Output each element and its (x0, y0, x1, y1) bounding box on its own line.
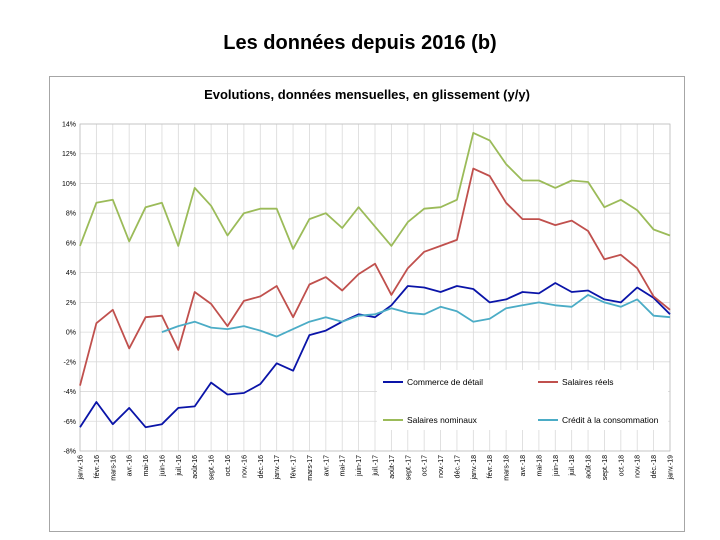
y-tick-label: 2% (66, 300, 76, 307)
x-tick-label: déc.-17 (454, 455, 461, 478)
x-tick-label: juil.-18 (569, 455, 576, 477)
x-tick-label: mars-16 (110, 455, 117, 481)
series-line-salaires-reels (79, 167, 671, 386)
chart-title: Evolutions, données mensuelles, en gliss… (204, 87, 530, 102)
x-tick-label: févr.-17 (291, 455, 298, 478)
x-tick-label: août-18 (586, 455, 593, 479)
x-tick-label: mars-18 (504, 455, 511, 481)
x-tick-label: oct.-16 (225, 455, 232, 477)
y-tick-label: 0% (66, 330, 76, 337)
x-tick-label: nov.-18 (635, 455, 642, 478)
y-tick-label: 6% (66, 240, 76, 247)
x-tick-label: mai-18 (536, 455, 543, 477)
legend-label: Commerce de détail (407, 377, 483, 387)
x-tick-label: janv.-18 (471, 455, 478, 480)
slide-title: Les données depuis 2016 (b) (223, 32, 497, 54)
x-tick-label: mai-16 (143, 455, 150, 477)
y-tick-label: -4% (64, 389, 76, 396)
x-tick-label: janv.-16 (78, 455, 85, 480)
x-tick-label: oct.-18 (618, 455, 625, 477)
x-tick-label: févr.-16 (94, 455, 101, 478)
legend-background (377, 370, 668, 430)
x-tick-label: déc.-16 (258, 455, 265, 478)
x-tick-label: sept.-16 (209, 455, 216, 480)
y-tick-label: 12% (62, 151, 76, 158)
x-tick-label: févr.-18 (487, 455, 494, 478)
x-tick-label: sept.-18 (602, 455, 609, 480)
x-tick-label: mai-17 (340, 455, 347, 477)
x-tick-label: nov.-16 (241, 455, 248, 478)
x-tick-label: juil.-16 (176, 455, 183, 477)
x-tick-label: juil.-17 (373, 455, 380, 477)
x-tick-label: mars-17 (307, 455, 314, 481)
x-tick-label: avr.-17 (323, 455, 330, 477)
plot-area (79, 123, 671, 452)
x-tick-label: août-17 (389, 455, 396, 479)
series-line-credit-a-la-consommation (161, 294, 671, 338)
x-tick-label: juin-18 (553, 455, 560, 477)
chart-container: Evolutions, données mensuelles, en gliss… (49, 76, 685, 532)
x-tick-label: avr.-16 (127, 455, 134, 477)
y-tick-label: -6% (64, 419, 76, 426)
y-tick-label: 4% (66, 270, 76, 277)
y-tick-label: 10% (62, 181, 76, 188)
x-tick-label: août-16 (192, 455, 199, 479)
legend-label: Crédit à la consommation (562, 415, 659, 425)
x-tick-label: avr.-18 (520, 455, 527, 477)
line-chart: 14% 12% 10% 8% 6% 4% 2% 0% -2% -4% -6% -8%janv.-16 f… (62, 122, 675, 481)
x-tick-label: juin-17 (356, 455, 363, 477)
series-line-salaires-nominaux (79, 132, 671, 250)
legend-label: Salaires réels (562, 377, 614, 387)
x-tick-label: déc.-18 (651, 455, 658, 478)
x-tick-label: nov.-17 (438, 455, 445, 478)
y-tick-label: 8% (66, 211, 76, 218)
y-tick-label: -8% (64, 449, 76, 456)
x-tick-label: oct.-17 (422, 455, 429, 477)
legend-label: Salaires nominaux (407, 415, 478, 425)
x-tick-label: janv.-17 (274, 455, 281, 480)
series-line-commerce-de-detail (79, 282, 671, 429)
x-tick-label: janv.-19 (668, 455, 675, 480)
y-tick-label: 14% (62, 122, 76, 129)
x-tick-label: juin-16 (159, 455, 166, 477)
y-tick-label: -2% (64, 359, 76, 366)
x-tick-label: sept.-17 (405, 455, 412, 480)
